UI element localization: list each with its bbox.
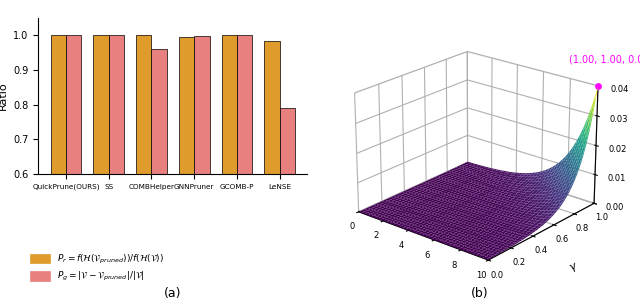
- Bar: [93, 35, 109, 300]
- Y-axis label: $\gamma$: $\gamma$: [567, 260, 580, 275]
- Bar: [280, 108, 295, 300]
- Bar: [221, 35, 237, 300]
- Bar: [237, 35, 252, 300]
- Bar: [194, 36, 209, 300]
- Bar: [264, 40, 280, 300]
- Legend: $P_r = f(\mathcal{H}(\mathcal{V}_{pruned}))/f(\mathcal{H}(\mathcal{V}))$, $P_g =: $P_r = f(\mathcal{H}(\mathcal{V}_{pruned…: [30, 253, 164, 284]
- Bar: [152, 49, 167, 300]
- Bar: [109, 35, 124, 300]
- Bar: [136, 35, 152, 300]
- Text: (b): (b): [471, 287, 489, 300]
- Text: (a): (a): [164, 287, 182, 300]
- Bar: [66, 35, 81, 300]
- Bar: [179, 37, 194, 300]
- Y-axis label: Ratio: Ratio: [0, 82, 8, 110]
- Bar: [51, 35, 66, 300]
